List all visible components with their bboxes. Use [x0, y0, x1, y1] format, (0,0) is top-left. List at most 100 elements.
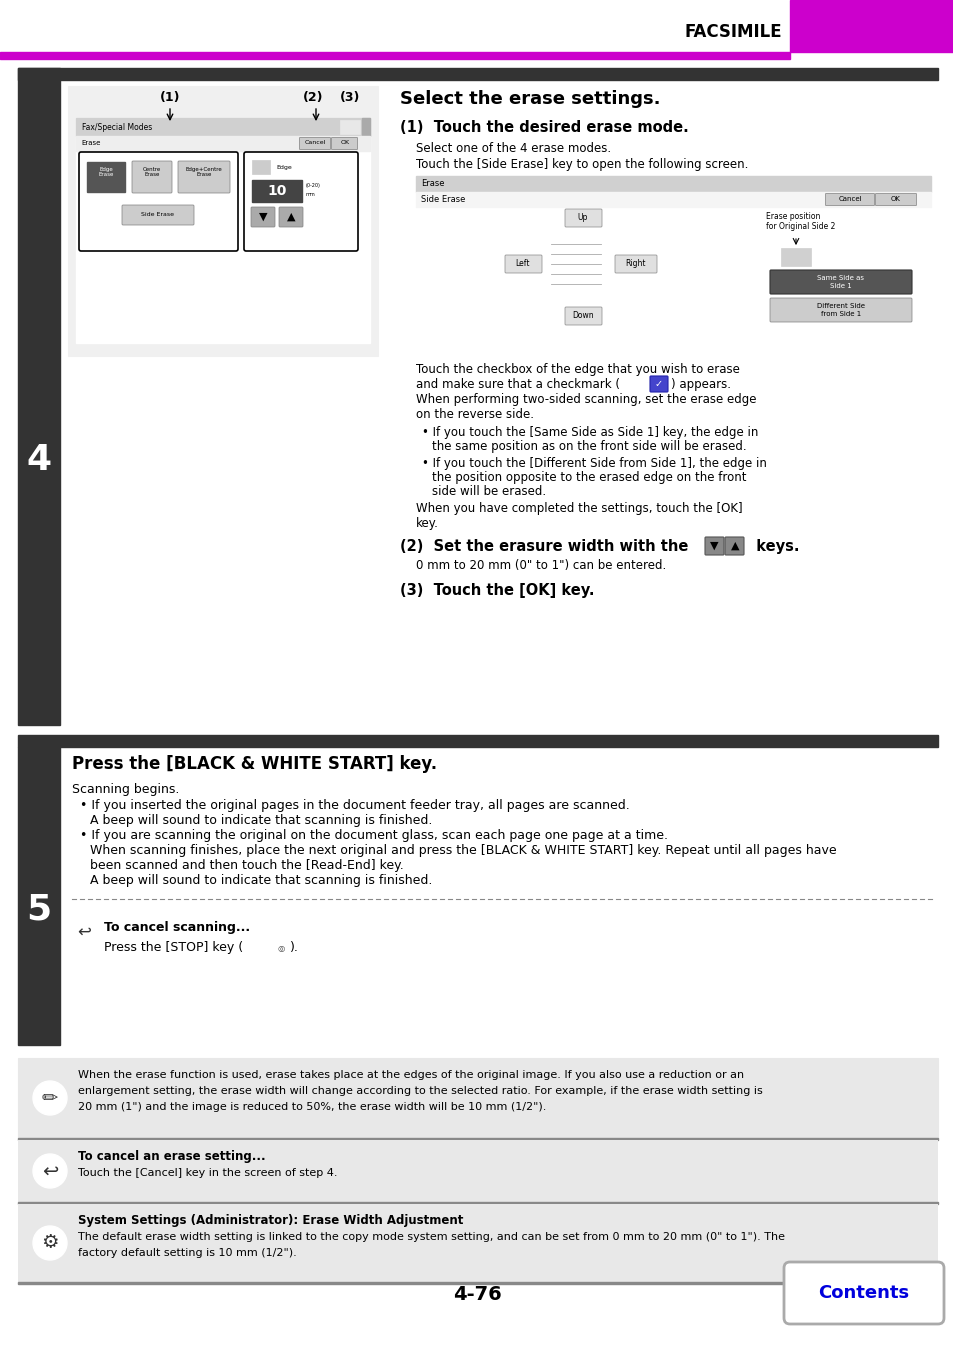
Bar: [545, 232, 605, 303]
Text: A beep will sound to indicate that scanning is finished.: A beep will sound to indicate that scann…: [90, 874, 432, 888]
FancyBboxPatch shape: [704, 536, 723, 555]
Text: ◎: ◎: [277, 943, 284, 952]
Text: To cancel an erase setting...: To cancel an erase setting...: [78, 1150, 265, 1163]
Bar: [339, 120, 359, 134]
Text: (2): (2): [302, 92, 323, 104]
Text: Scanning begins.: Scanning begins.: [71, 784, 179, 796]
Text: keys.: keys.: [745, 539, 799, 554]
Circle shape: [33, 1154, 67, 1188]
Bar: [76, 118, 370, 343]
FancyBboxPatch shape: [331, 138, 357, 150]
Text: OK: OK: [890, 196, 900, 203]
FancyBboxPatch shape: [649, 376, 667, 392]
Text: When you have completed the settings, touch the [OK]: When you have completed the settings, to…: [416, 503, 741, 515]
Text: ).: ).: [290, 942, 298, 954]
FancyBboxPatch shape: [615, 255, 657, 273]
Text: System Settings (Administrator): Erase Width Adjustment: System Settings (Administrator): Erase W…: [78, 1215, 463, 1227]
Text: Down: Down: [572, 312, 593, 320]
Text: Side Erase: Side Erase: [141, 212, 174, 218]
FancyBboxPatch shape: [564, 307, 601, 326]
Text: Cancel: Cancel: [304, 141, 325, 146]
Text: ✓: ✓: [655, 380, 662, 389]
Text: • If you touch the [Same Side as Side 1] key, the edge in: • If you touch the [Same Side as Side 1]…: [421, 426, 758, 439]
Text: ) appears.: ) appears.: [670, 378, 730, 390]
Text: OK: OK: [340, 141, 349, 146]
Text: • If you are scanning the original on the document glass, scan each page one pag: • If you are scanning the original on th…: [80, 830, 667, 842]
Text: factory default setting is 10 mm (1/2").: factory default setting is 10 mm (1/2").: [78, 1248, 296, 1258]
Circle shape: [33, 1225, 67, 1260]
Bar: [252, 159, 270, 174]
Text: • If you inserted the original pages in the document feeder tray, all pages are : • If you inserted the original pages in …: [80, 798, 629, 812]
Text: Touch the [Cancel] key in the screen of step 4.: Touch the [Cancel] key in the screen of …: [78, 1169, 337, 1178]
Bar: [416, 192, 930, 207]
Text: Erase position
for Original Side 2: Erase position for Original Side 2: [765, 212, 835, 231]
Text: the position opposite to the erased edge on the front: the position opposite to the erased edge…: [432, 471, 745, 484]
Text: ▼: ▼: [258, 212, 267, 222]
Text: mm: mm: [306, 192, 315, 196]
Text: Right: Right: [625, 259, 645, 269]
Text: Contents: Contents: [818, 1283, 908, 1302]
Text: 20 mm (1") and the image is reduced to 50%, the erase width will be 10 mm (1/2"): 20 mm (1") and the image is reduced to 5…: [78, 1102, 546, 1112]
Text: The default erase width setting is linked to the copy mode system setting, and c: The default erase width setting is linke…: [78, 1232, 784, 1242]
Circle shape: [274, 942, 288, 955]
Text: 5: 5: [27, 893, 51, 927]
Text: been scanned and then touch the [Read-End] key.: been scanned and then touch the [Read-En…: [90, 859, 403, 871]
Bar: [18, 68, 937, 725]
Text: When performing two-sided scanning, set the erase edge: When performing two-sided scanning, set …: [416, 393, 756, 407]
Text: Same Side as
Side 1: Same Side as Side 1: [817, 276, 863, 289]
FancyBboxPatch shape: [783, 1262, 943, 1324]
Text: A beep will sound to indicate that scanning is finished.: A beep will sound to indicate that scann…: [90, 815, 432, 827]
Text: Edge+Centre
Erase: Edge+Centre Erase: [186, 166, 222, 177]
Text: enlargement setting, the erase width will change according to the selected ratio: enlargement setting, the erase width wil…: [78, 1086, 762, 1096]
Bar: [18, 1202, 937, 1204]
FancyBboxPatch shape: [244, 153, 357, 251]
Bar: [416, 176, 930, 192]
FancyBboxPatch shape: [875, 193, 916, 205]
Text: 0 mm to 20 mm (0" to 1") can be entered.: 0 mm to 20 mm (0" to 1") can be entered.: [416, 559, 665, 571]
Text: 4: 4: [27, 443, 51, 477]
Bar: [18, 1138, 937, 1140]
FancyBboxPatch shape: [564, 209, 601, 227]
Bar: [252, 180, 302, 203]
Text: Touch the [Side Erase] key to open the following screen.: Touch the [Side Erase] key to open the f…: [416, 158, 747, 172]
Bar: [789, 0, 953, 51]
Text: (1): (1): [159, 92, 180, 104]
FancyBboxPatch shape: [299, 138, 330, 150]
Bar: [361, 118, 370, 136]
Text: Touch the checkbox of the edge that you wish to erase: Touch the checkbox of the edge that you …: [416, 363, 740, 376]
Bar: [18, 1140, 937, 1202]
FancyBboxPatch shape: [769, 270, 911, 295]
FancyBboxPatch shape: [824, 193, 874, 205]
Bar: [18, 747, 60, 1046]
Text: 10: 10: [267, 184, 287, 199]
Text: the same position as on the front side will be erased.: the same position as on the front side w…: [432, 440, 746, 453]
Text: Side Erase: Side Erase: [420, 195, 465, 204]
Text: Erase: Erase: [81, 141, 100, 146]
Text: Different Side
from Side 1: Different Side from Side 1: [816, 304, 864, 316]
Text: ▼: ▼: [709, 540, 718, 551]
Bar: [68, 86, 377, 357]
Bar: [0, 51, 789, 59]
Bar: [18, 1282, 937, 1283]
FancyBboxPatch shape: [724, 536, 743, 555]
Bar: [781, 249, 810, 266]
Text: (2)  Set the erasure width with the: (2) Set the erasure width with the: [399, 539, 693, 554]
Bar: [18, 1058, 937, 1138]
Text: Cancel: Cancel: [838, 196, 861, 203]
Text: (3)  Touch the [OK] key.: (3) Touch the [OK] key.: [399, 584, 594, 598]
Text: (1)  Touch the desired erase mode.: (1) Touch the desired erase mode.: [399, 120, 688, 135]
Text: key.: key.: [416, 517, 438, 530]
FancyBboxPatch shape: [122, 205, 193, 226]
Text: • If you touch the [Different Side from Side 1], the edge in: • If you touch the [Different Side from …: [421, 457, 766, 470]
Bar: [87, 162, 125, 192]
Bar: [18, 68, 937, 80]
Text: Select one of the 4 erase modes.: Select one of the 4 erase modes.: [416, 142, 611, 155]
Text: ✏: ✏: [42, 1089, 58, 1108]
Bar: [18, 1204, 937, 1282]
Text: When scanning finishes, place the next original and press the [BLACK & WHITE STA: When scanning finishes, place the next o…: [90, 844, 836, 857]
Text: 4-76: 4-76: [452, 1286, 501, 1305]
FancyBboxPatch shape: [251, 207, 274, 227]
FancyBboxPatch shape: [178, 161, 230, 193]
Bar: [76, 136, 370, 151]
Bar: [18, 68, 60, 725]
